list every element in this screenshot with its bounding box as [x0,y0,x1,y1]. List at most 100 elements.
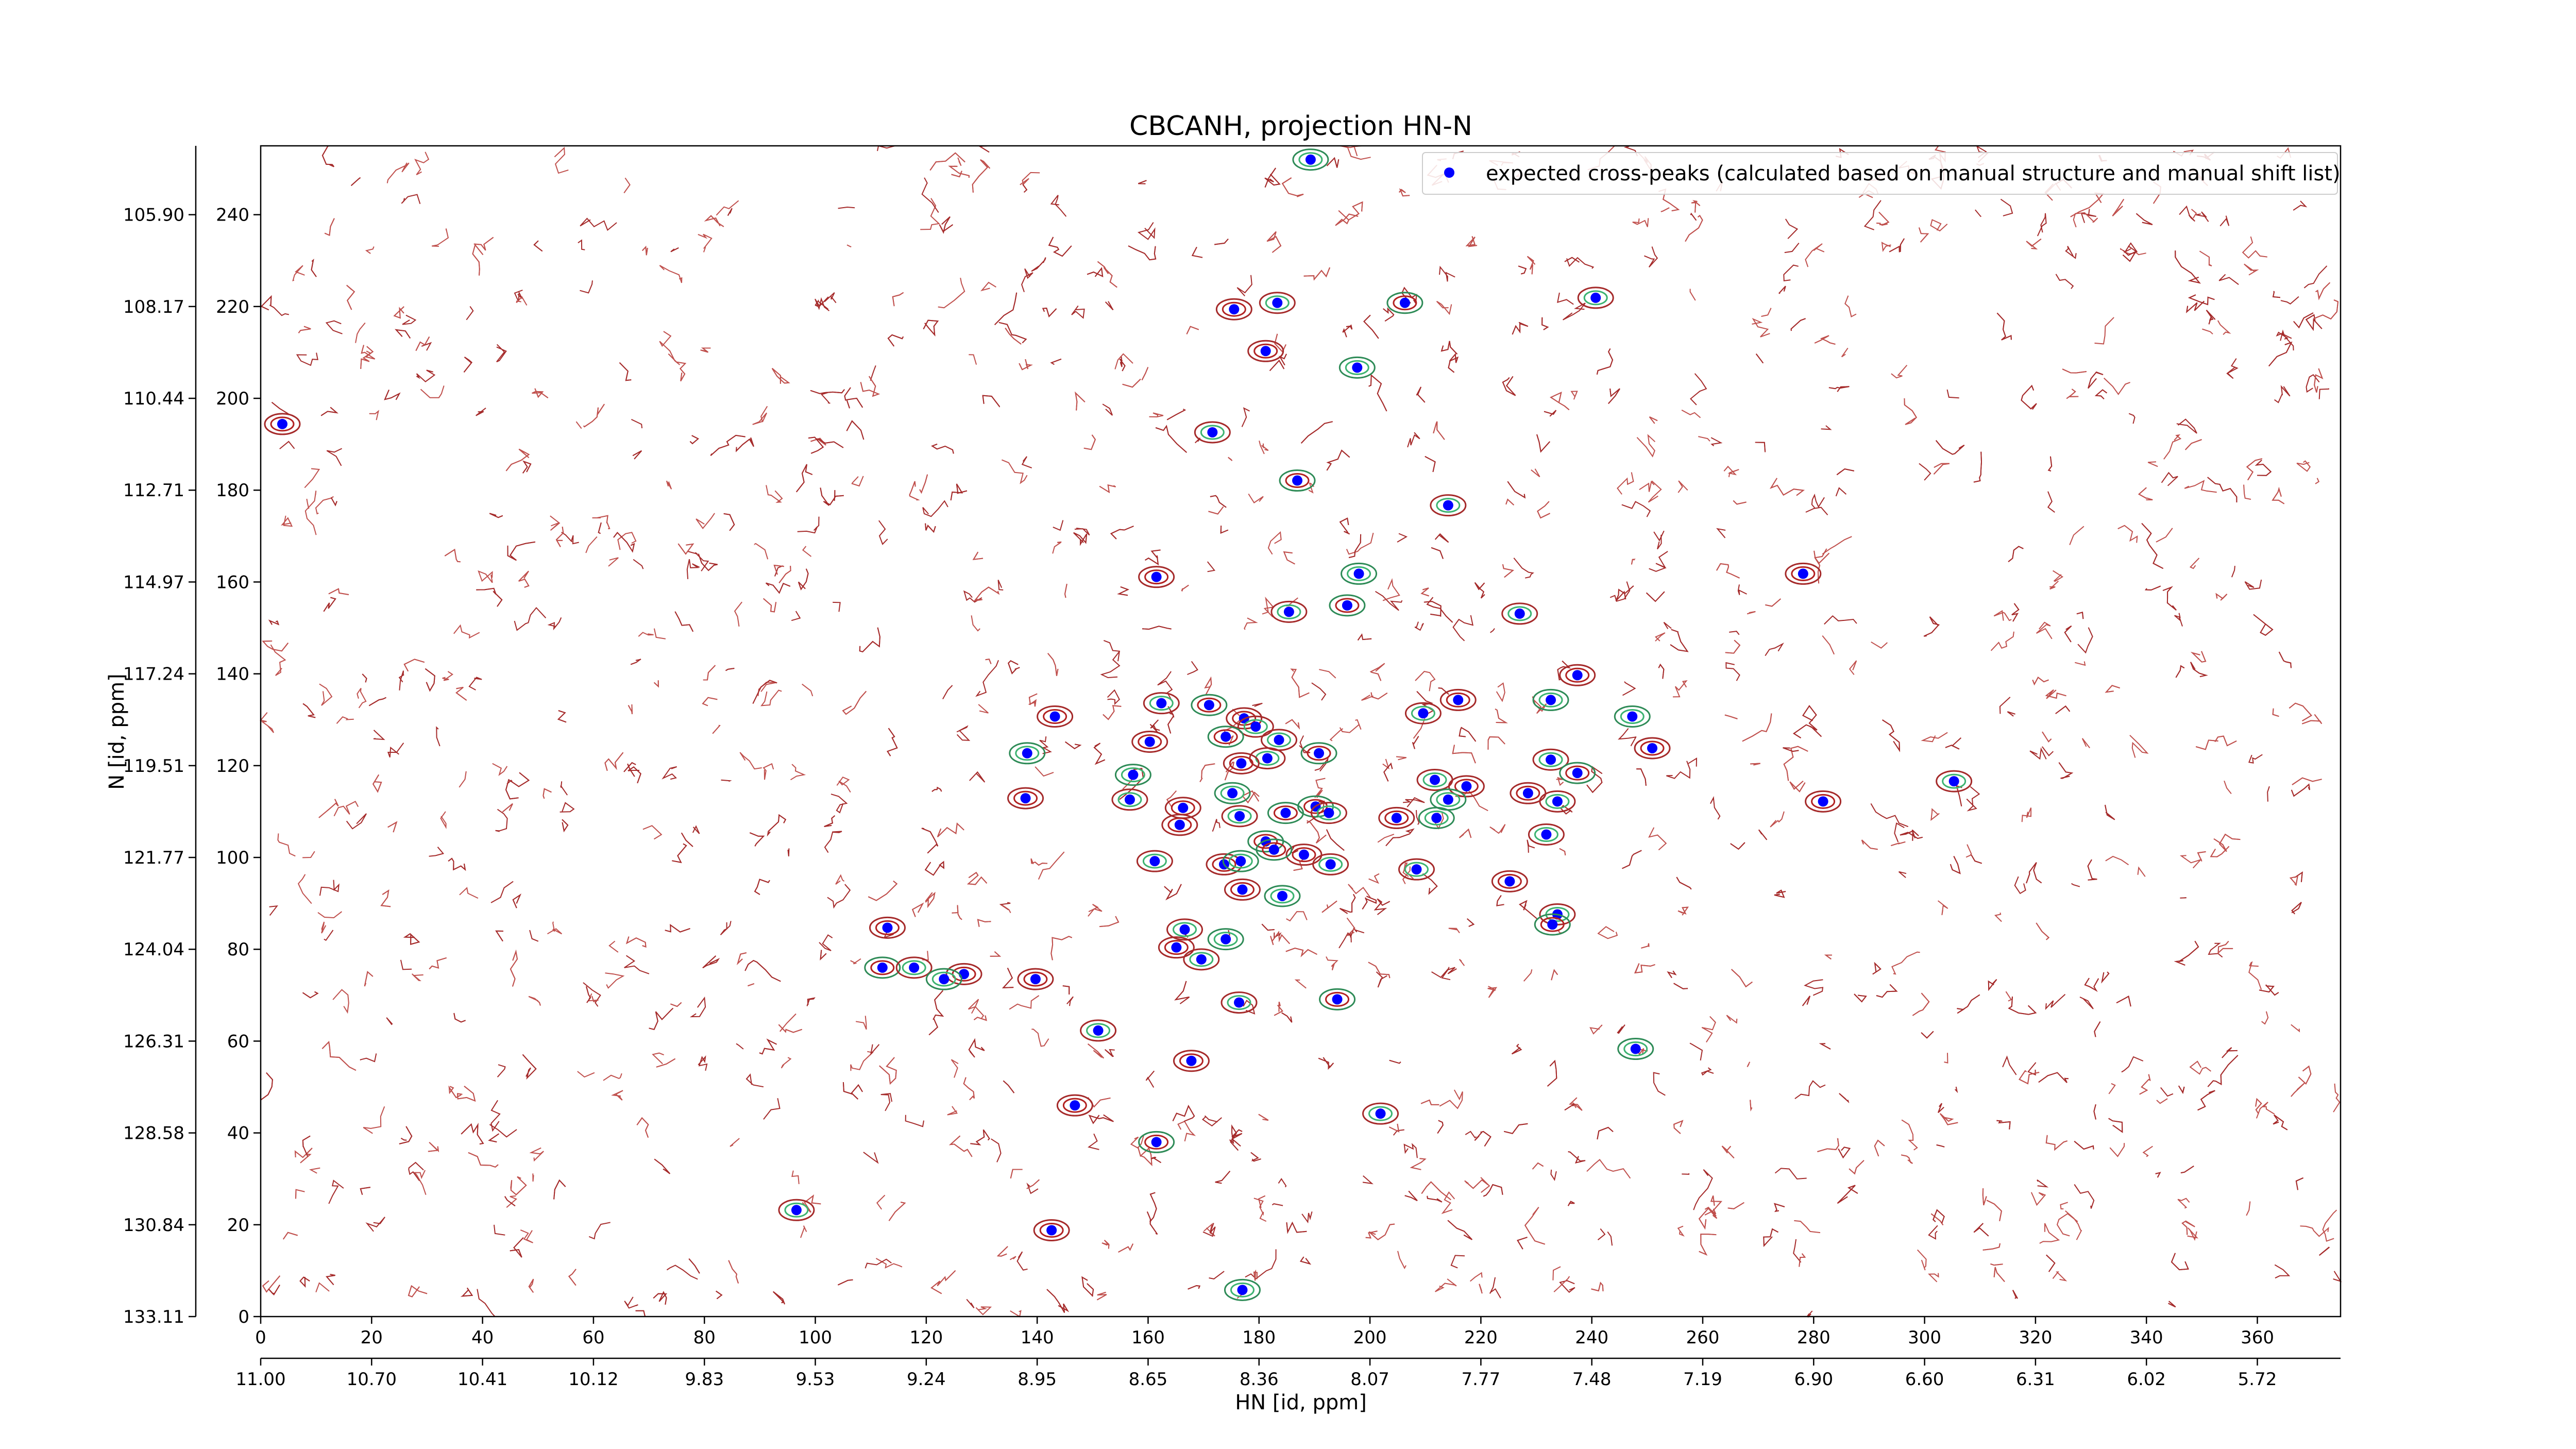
noise-contour [532,388,549,399]
peak-contour [1368,1106,1393,1121]
noise-contour [1841,347,1849,358]
peak-contour [1805,790,1842,813]
noise-contour [1531,468,1540,478]
y-tick-label: 20 [227,1215,249,1236]
noise-contour [281,515,293,527]
noise-contour [1042,308,1057,318]
noise-contour [384,390,401,400]
peak-contour [1341,562,1378,585]
noise-contour [1804,979,1824,996]
peak-contour [1528,823,1565,846]
noise-contour [635,1310,646,1317]
noise-contour [1215,1170,1231,1184]
noise-contour [1002,967,1014,988]
noise-contour [495,930,504,942]
peak-contour [1538,752,1563,767]
noise-contour [1335,213,1359,226]
x-ppm-tick-label: 5.72 [2238,1369,2277,1390]
peak-contour [1138,734,1162,749]
noise-contour [1433,421,1445,440]
x-ppm-tick-label: 6.31 [2016,1369,2055,1390]
noise-contour [2255,460,2272,476]
peak-contour [1197,697,1222,713]
noise-contour [2171,1253,2189,1271]
noise-contour [1503,1123,1528,1134]
noise-contour [260,295,272,311]
noise-contour [1099,484,1116,494]
noise-contour [2137,866,2146,877]
noise-contour [400,1137,407,1141]
noise-contour [739,752,762,770]
noise-contour [1114,353,1133,369]
noise-contour [952,905,962,920]
y-ppm-tick-label: 114.97 [123,572,184,593]
noise-contour [1459,828,1472,838]
noise-contour [1212,819,1221,832]
noise-contour [2187,1227,2199,1241]
noise-contour [1303,267,1330,281]
noise-contour [973,586,1000,602]
noise-contour [365,1217,385,1232]
noise-contour [268,1284,280,1295]
peak-contour [1033,1219,1070,1241]
noise-contour [2214,735,2237,747]
noise-contour [1556,777,1564,786]
noise-contour [791,611,801,621]
peak-contour [1117,792,1142,807]
noise-contour [2117,525,2138,543]
noise-contour [586,986,591,1003]
noise-contour [323,597,336,612]
noise-contour [653,628,666,639]
noise-contour [1993,1267,2005,1282]
noise-contour [978,704,989,714]
noise-contour [1552,1266,1561,1280]
noise-contour [760,689,782,706]
noise-contour [1368,374,1387,412]
peak-contour [1136,850,1173,872]
noise-contour [2094,389,2107,400]
noise-contour [1064,583,1067,598]
noise-contour [1737,584,1747,595]
noise-contour [1996,1120,2011,1130]
peak-contour [1273,805,1298,821]
noise-contour [1597,926,1618,939]
noise-contour [1923,616,1940,637]
x-ppm-tick-label: 10.70 [347,1369,397,1390]
noise-contour [698,1055,708,1071]
noise-contour [1636,768,1647,786]
noise-contour [665,924,690,933]
peak-contour [1179,1053,1204,1069]
noise-contour [1308,482,1315,494]
peak-contour [1617,1038,1654,1060]
noise-contour [1404,1190,1418,1201]
noise-contour [1966,786,1980,812]
noise-contour [583,982,601,1007]
peak-marker [1514,608,1525,619]
x-tick-label: 120 [909,1327,943,1348]
noise-contour [1710,437,1723,447]
peak-contour [1121,767,1145,783]
noise-contour [797,516,820,534]
noise-contour [2213,833,2241,852]
noise-contour [1904,398,1917,425]
peak-marker [1443,500,1453,511]
peak-contour [1811,794,1836,809]
noise-contour [1685,214,1703,242]
noise-contour [1243,1000,1256,1015]
peak-marker [882,922,893,933]
noise-contour [982,395,1001,408]
noise-contour [311,259,317,277]
noise-contour [778,565,791,583]
noise-contour [2030,1192,2046,1206]
noise-contour [1839,1093,1850,1103]
noise-contour [1128,245,1157,261]
peak-contour [1312,853,1349,875]
noise-contour [1881,242,1891,252]
noise-contour [1653,530,1665,542]
noise-contour [2101,971,2110,984]
noise-contour [380,889,391,907]
noise-contour [1778,285,1786,294]
noise-contour [362,673,367,683]
noise-contour [2319,1246,2330,1256]
noise-contour [972,159,991,193]
